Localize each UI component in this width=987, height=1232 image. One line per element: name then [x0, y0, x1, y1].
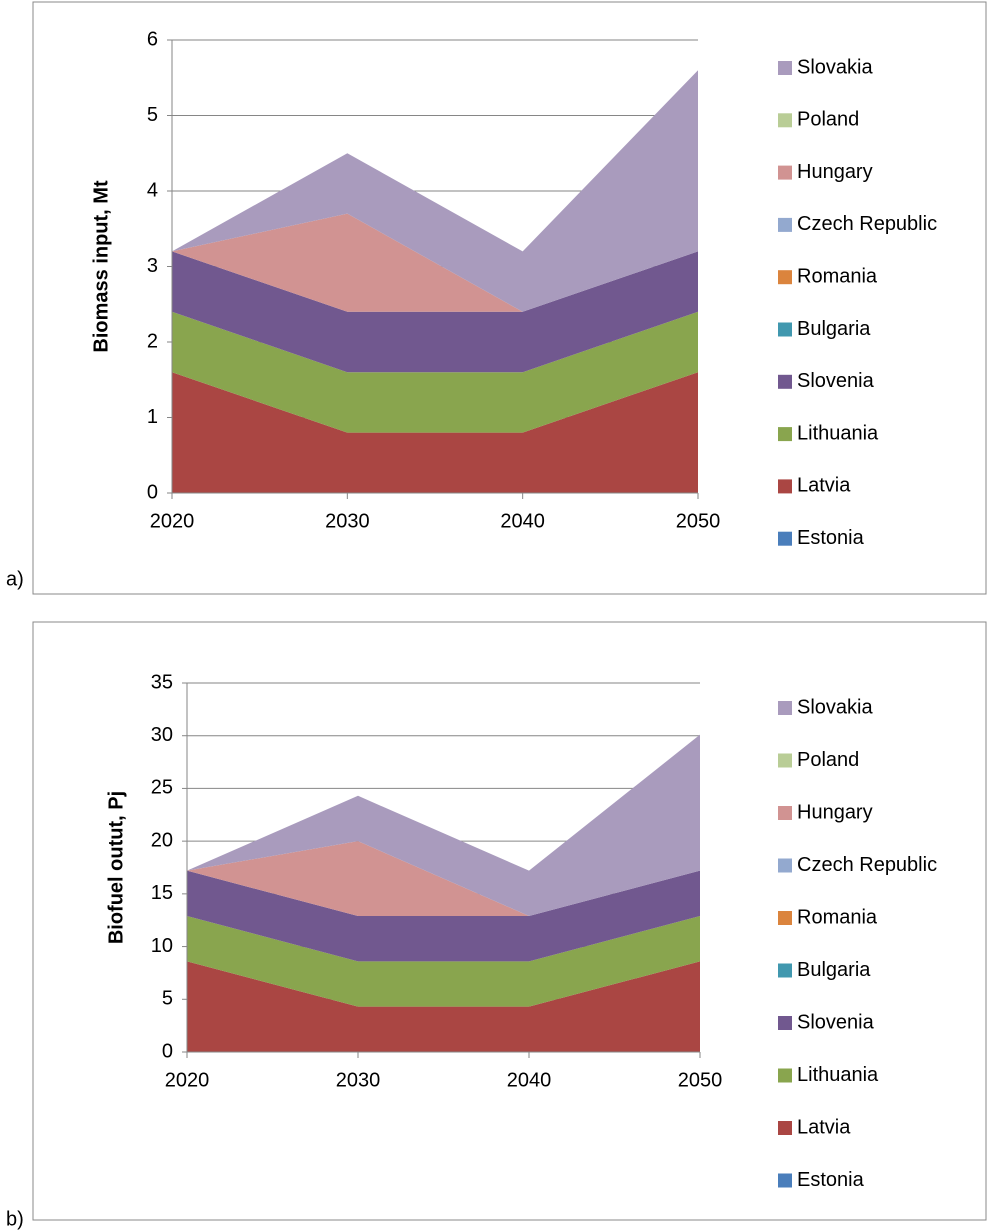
y-tick-label: 5 [147, 104, 158, 126]
legend-swatch [778, 531, 792, 546]
y-tick-label: 0 [147, 481, 158, 503]
y-tick-label: 10 [151, 935, 173, 957]
x-tick-label: 2020 [165, 1069, 210, 1091]
legend-swatch [778, 479, 792, 494]
legend-swatch [778, 165, 792, 180]
legend-label: Hungary [797, 161, 873, 183]
legend-label: Latvia [797, 1116, 851, 1138]
legend-swatch [778, 858, 792, 873]
area [187, 734, 700, 916]
area [172, 70, 698, 312]
x-tick-label: 2050 [678, 1069, 723, 1091]
panel-border [32, 1, 987, 595]
legend-label: Slovenia [797, 370, 875, 392]
chart-panel: a) Biomass input, Mt 0 1 2 3 4 5 6 2020 2030 2040 20… [6, 1, 987, 595]
y-tick-label: 3 [147, 255, 158, 277]
legend-label: Hungary [797, 801, 873, 823]
chart-panel: b) Biofuel outut, Pj 0 5 10 15 20 25 30 35 2020 203… [6, 621, 987, 1230]
panel-label: b) [6, 1208, 24, 1230]
legend-swatch [778, 374, 792, 389]
y-tick-label: 1 [147, 406, 158, 428]
legend-label: Estonia [797, 1169, 865, 1191]
legend-label: Estonia [797, 527, 865, 549]
legend-swatch [778, 113, 792, 128]
y-axis-label: Biofuel outut, Pj [105, 791, 127, 944]
legend-swatch [778, 963, 792, 978]
y-tick-label: 5 [162, 988, 173, 1010]
legend-swatch [778, 1121, 792, 1135]
area [172, 213, 698, 312]
y-tick-label: 30 [151, 724, 173, 746]
x-tick-label: 2050 [676, 510, 721, 532]
legend-label: Lithuania [797, 1064, 879, 1086]
legend-label: Slovakia [797, 696, 873, 718]
y-tick-label: 20 [151, 829, 173, 851]
y-tick-label: 35 [151, 671, 173, 693]
legend-swatch [778, 322, 792, 337]
legend-swatch [778, 1173, 792, 1188]
y-tick-label: 4 [147, 179, 158, 201]
legend-swatch [778, 1016, 792, 1030]
legend-swatch [778, 806, 792, 820]
legend-label: Romania [797, 265, 878, 287]
panel-label: a) [6, 568, 24, 590]
legend-label: Bulgaria [797, 959, 871, 981]
legend-label: Lithuania [797, 422, 879, 444]
y-tick-label: 2 [147, 330, 158, 352]
y-tick-label: 0 [162, 1040, 173, 1062]
x-tick-label: 2040 [507, 1069, 552, 1091]
legend-swatch [778, 911, 792, 925]
y-tick-label: 25 [151, 777, 173, 799]
legend-label: Latvia [797, 475, 851, 497]
x-tick-label: 2020 [150, 510, 195, 532]
x-tick-label: 2030 [325, 510, 370, 532]
legend-label: Czech Republic [797, 213, 937, 235]
x-tick-label: 2030 [336, 1069, 381, 1091]
legend-label: Romania [797, 906, 878, 928]
panel-border [32, 621, 987, 1221]
x-tick-label: 2040 [500, 510, 545, 532]
legend-swatch [778, 753, 792, 768]
legend-swatch [778, 61, 792, 75]
y-axis-label: Biomass input, Mt [90, 180, 112, 353]
legend-swatch [778, 427, 792, 442]
legend-label: Slovakia [797, 56, 873, 78]
y-tick-label: 6 [147, 28, 158, 50]
legend-label: Bulgaria [797, 318, 871, 340]
legend-label: Czech Republic [797, 854, 937, 876]
legend-swatch [778, 270, 792, 285]
legend-label: Slovenia [797, 1011, 875, 1033]
y-tick-label: 15 [151, 882, 173, 904]
legend-label: Poland [797, 109, 859, 131]
legend-swatch [778, 217, 792, 232]
legend-swatch [778, 701, 792, 715]
legend-label: Poland [797, 749, 859, 771]
legend-swatch [778, 1068, 792, 1083]
